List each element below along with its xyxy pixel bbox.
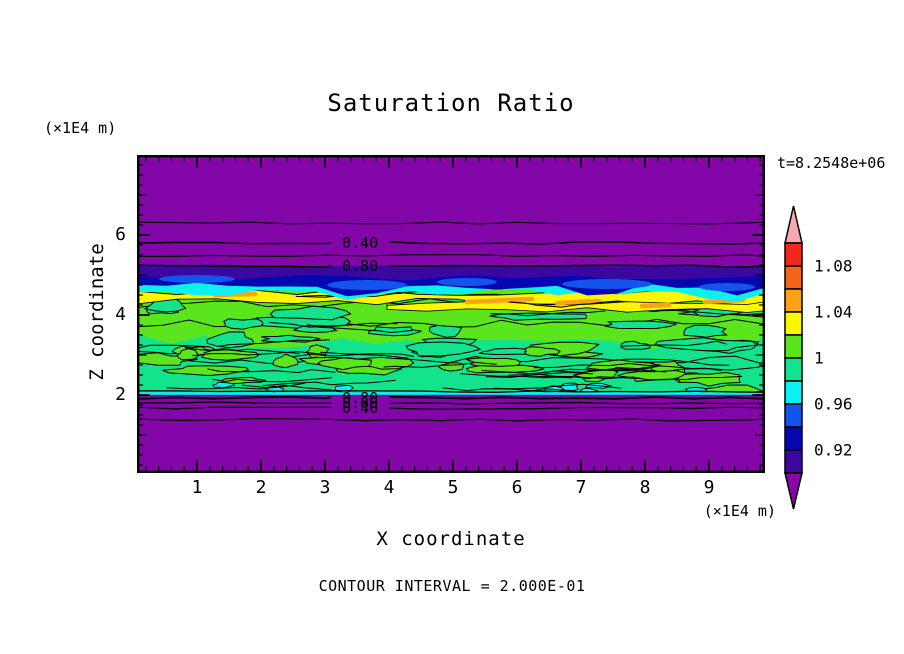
band-094-096-pocket — [437, 278, 497, 286]
x-tick-label: 6 — [511, 477, 523, 498]
x-tick-label: 4 — [383, 477, 395, 498]
contour-plot-canvas: 0.400.800.800.600.40 — [137, 155, 765, 473]
colorbar-segment — [784, 265, 803, 290]
contour-label: 0.80 — [342, 389, 378, 407]
axis-ticks — [138, 156, 764, 472]
colorbar-top-arrow — [784, 205, 803, 244]
colorbar-tick-labels: 1.08 1.04 1 0.96 0.92 — [814, 257, 853, 460]
x-tick-label: 8 — [639, 477, 651, 498]
x-tick-label: 9 — [703, 477, 715, 498]
colorbar-tick-label: 1.08 — [814, 257, 853, 276]
colorbar-segment — [784, 449, 803, 474]
contour-label: 0.60 — [342, 394, 378, 412]
lower-dry-region — [137, 394, 765, 473]
colorbar: 1.08 1.04 1 0.96 0.92 — [784, 205, 853, 510]
contour-line — [137, 418, 765, 422]
time-annotation: t=8.2548e+06 — [777, 154, 886, 172]
x-axis-title: X coordinate — [376, 528, 526, 550]
lower-interface — [137, 392, 765, 395]
band-094-096-pocket — [562, 279, 652, 289]
colorbar-segment — [784, 242, 803, 267]
x-tick-label: 1 — [191, 477, 203, 498]
contour-line — [137, 241, 332, 245]
contour-line — [389, 395, 765, 400]
colorbar-tick-label: 0.96 — [814, 395, 853, 414]
band-094-096-pocket — [699, 283, 755, 291]
colorbar-segment — [784, 403, 803, 428]
z-tick-label: 2 — [115, 384, 126, 405]
contour-line — [137, 401, 332, 405]
contour-interval-note: CONTOUR INTERVAL = 2.000E-01 — [318, 577, 586, 595]
contour-line — [137, 395, 332, 400]
contour-line — [389, 406, 765, 410]
contour-line — [389, 241, 765, 245]
colorbar-tick-label: 1 — [814, 349, 824, 368]
colorbar-segment — [784, 426, 803, 451]
x-tick-label: 7 — [575, 477, 587, 498]
colorbar-segment — [784, 311, 803, 336]
contour-line — [137, 264, 332, 268]
band-094-096-pocket — [327, 280, 407, 290]
colorbar-segment — [784, 334, 803, 359]
contour-label: 0.40 — [342, 399, 378, 417]
contour-line — [389, 401, 765, 405]
z-tick-label: 4 — [115, 304, 126, 325]
colorbar-segment — [784, 380, 803, 405]
turbulence-texture — [138, 286, 764, 394]
contour-label: 0.40 — [342, 234, 378, 252]
colorbar-tick-label: 1.04 — [814, 303, 853, 322]
z-axis-tick-labels: 6 4 2 — [100, 155, 128, 473]
band-090-092 — [137, 264, 765, 281]
x-tick-label: 3 — [319, 477, 331, 498]
contour-label: 0.80 — [342, 257, 378, 275]
page-title: Saturation Ratio — [327, 89, 575, 117]
x-tick-label: 5 — [447, 477, 459, 498]
z-tick-label: 6 — [115, 224, 126, 245]
z-axis-unit-label: (×1E4 m) — [44, 119, 117, 137]
x-axis-unit-label: (×1E4 m) — [703, 502, 776, 520]
plot-border — [137, 155, 765, 473]
colorbar-segment — [784, 288, 803, 313]
colorbar-bottom-arrow — [784, 472, 803, 510]
contour-line — [137, 221, 765, 225]
colorbar-segment — [784, 357, 803, 382]
contour-line — [137, 254, 765, 257]
x-tick-label: 2 — [255, 477, 267, 498]
contour-line — [389, 264, 765, 268]
band-094-096-pocket — [159, 275, 235, 283]
x-axis-tick-labels: 1 2 3 4 5 6 7 8 9 — [137, 477, 765, 501]
contour-line — [137, 406, 332, 410]
colorbar-tick-label: 0.92 — [814, 441, 853, 460]
